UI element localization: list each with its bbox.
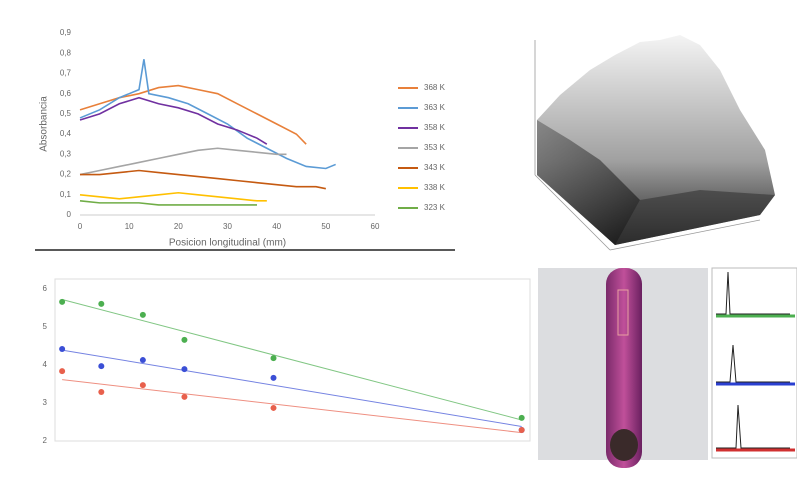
y-tick-label: 2: [43, 436, 48, 445]
legend-label: 363 K: [424, 103, 446, 112]
histogram-box: [711, 267, 797, 459]
y-tick-label: 4: [43, 360, 48, 369]
y-tick-label: 0,6: [60, 89, 72, 98]
scatter-chart: 2 3 4 5 6: [43, 278, 531, 445]
point: [139, 311, 146, 318]
y-tick-label: 3: [43, 398, 48, 407]
line: [79, 200, 257, 206]
axis: [534, 174, 611, 251]
legend-label: 353 K: [424, 143, 446, 152]
trend-line: [62, 349, 522, 427]
point: [98, 363, 105, 370]
x-axis-label: Posicion longitudinal (mm): [169, 238, 286, 249]
sediment: [610, 429, 638, 461]
y-tick-label: 0,5: [60, 109, 72, 118]
line: [79, 191, 267, 202]
x-tick-label: 10: [125, 222, 134, 231]
line: [79, 84, 307, 145]
legend-label: 338 K: [424, 183, 446, 192]
photo-panel: [538, 267, 797, 468]
point: [98, 300, 105, 307]
line-chart: 0 0,1 0,2 0,3 0,4 0,5 0,6 0,7 0,8 0,9 0 10 20 30 40 50 6…: [39, 28, 446, 249]
surface-shade: [537, 120, 640, 245]
line: [79, 96, 268, 145]
x-tick-label: 40: [272, 222, 281, 231]
surface-panel: [534, 35, 775, 251]
point: [59, 298, 66, 305]
legend-label: 368 K: [424, 83, 446, 92]
line: [80, 169, 326, 190]
histogram: [716, 404, 790, 449]
x-tick-label: 20: [174, 222, 183, 231]
x-tick-label: 60: [371, 222, 380, 231]
x-tick-label: 50: [321, 222, 330, 231]
y-tick-label: 5: [43, 322, 48, 331]
point: [139, 382, 146, 389]
point: [518, 414, 525, 421]
legend-label: 358 K: [424, 123, 446, 132]
point: [59, 346, 66, 353]
point: [98, 388, 105, 395]
line: [79, 59, 336, 170]
point: [181, 393, 188, 400]
y-tick-label: 0,8: [60, 48, 72, 57]
trend-line: [62, 379, 522, 434]
legend-label: 343 K: [424, 163, 446, 172]
y-tick-label: 0,9: [60, 28, 72, 37]
y-tick-label: 0,2: [60, 170, 72, 179]
y-tick-label: 0,3: [60, 149, 72, 158]
point: [270, 404, 277, 411]
histogram: [716, 344, 790, 383]
y-tick-label: 0: [67, 210, 72, 219]
selection: [617, 289, 629, 336]
point: [59, 368, 66, 375]
x-tick-label: 0: [78, 222, 83, 231]
point: [181, 336, 188, 343]
plot-frame: [54, 278, 531, 442]
histograms: [711, 267, 797, 459]
y-tick-label: 6: [43, 284, 48, 293]
point: [270, 374, 277, 381]
trend-line: [61, 299, 522, 421]
y-tick-label: 0,1: [60, 190, 72, 199]
point: [139, 357, 146, 364]
line: [79, 147, 287, 176]
x-tick-label: 30: [223, 222, 232, 231]
y-tick-label: 0,4: [60, 129, 72, 138]
point: [270, 355, 277, 362]
axis: [609, 219, 761, 251]
point: [181, 366, 188, 373]
surface-shade: [615, 190, 775, 245]
histogram: [716, 271, 790, 315]
test-tube: [606, 268, 642, 468]
y-tick-label: 0,7: [60, 69, 72, 78]
legend-label: 323 K: [424, 203, 446, 212]
point: [518, 426, 525, 433]
y-axis-label: Absorbancia: [39, 96, 50, 152]
